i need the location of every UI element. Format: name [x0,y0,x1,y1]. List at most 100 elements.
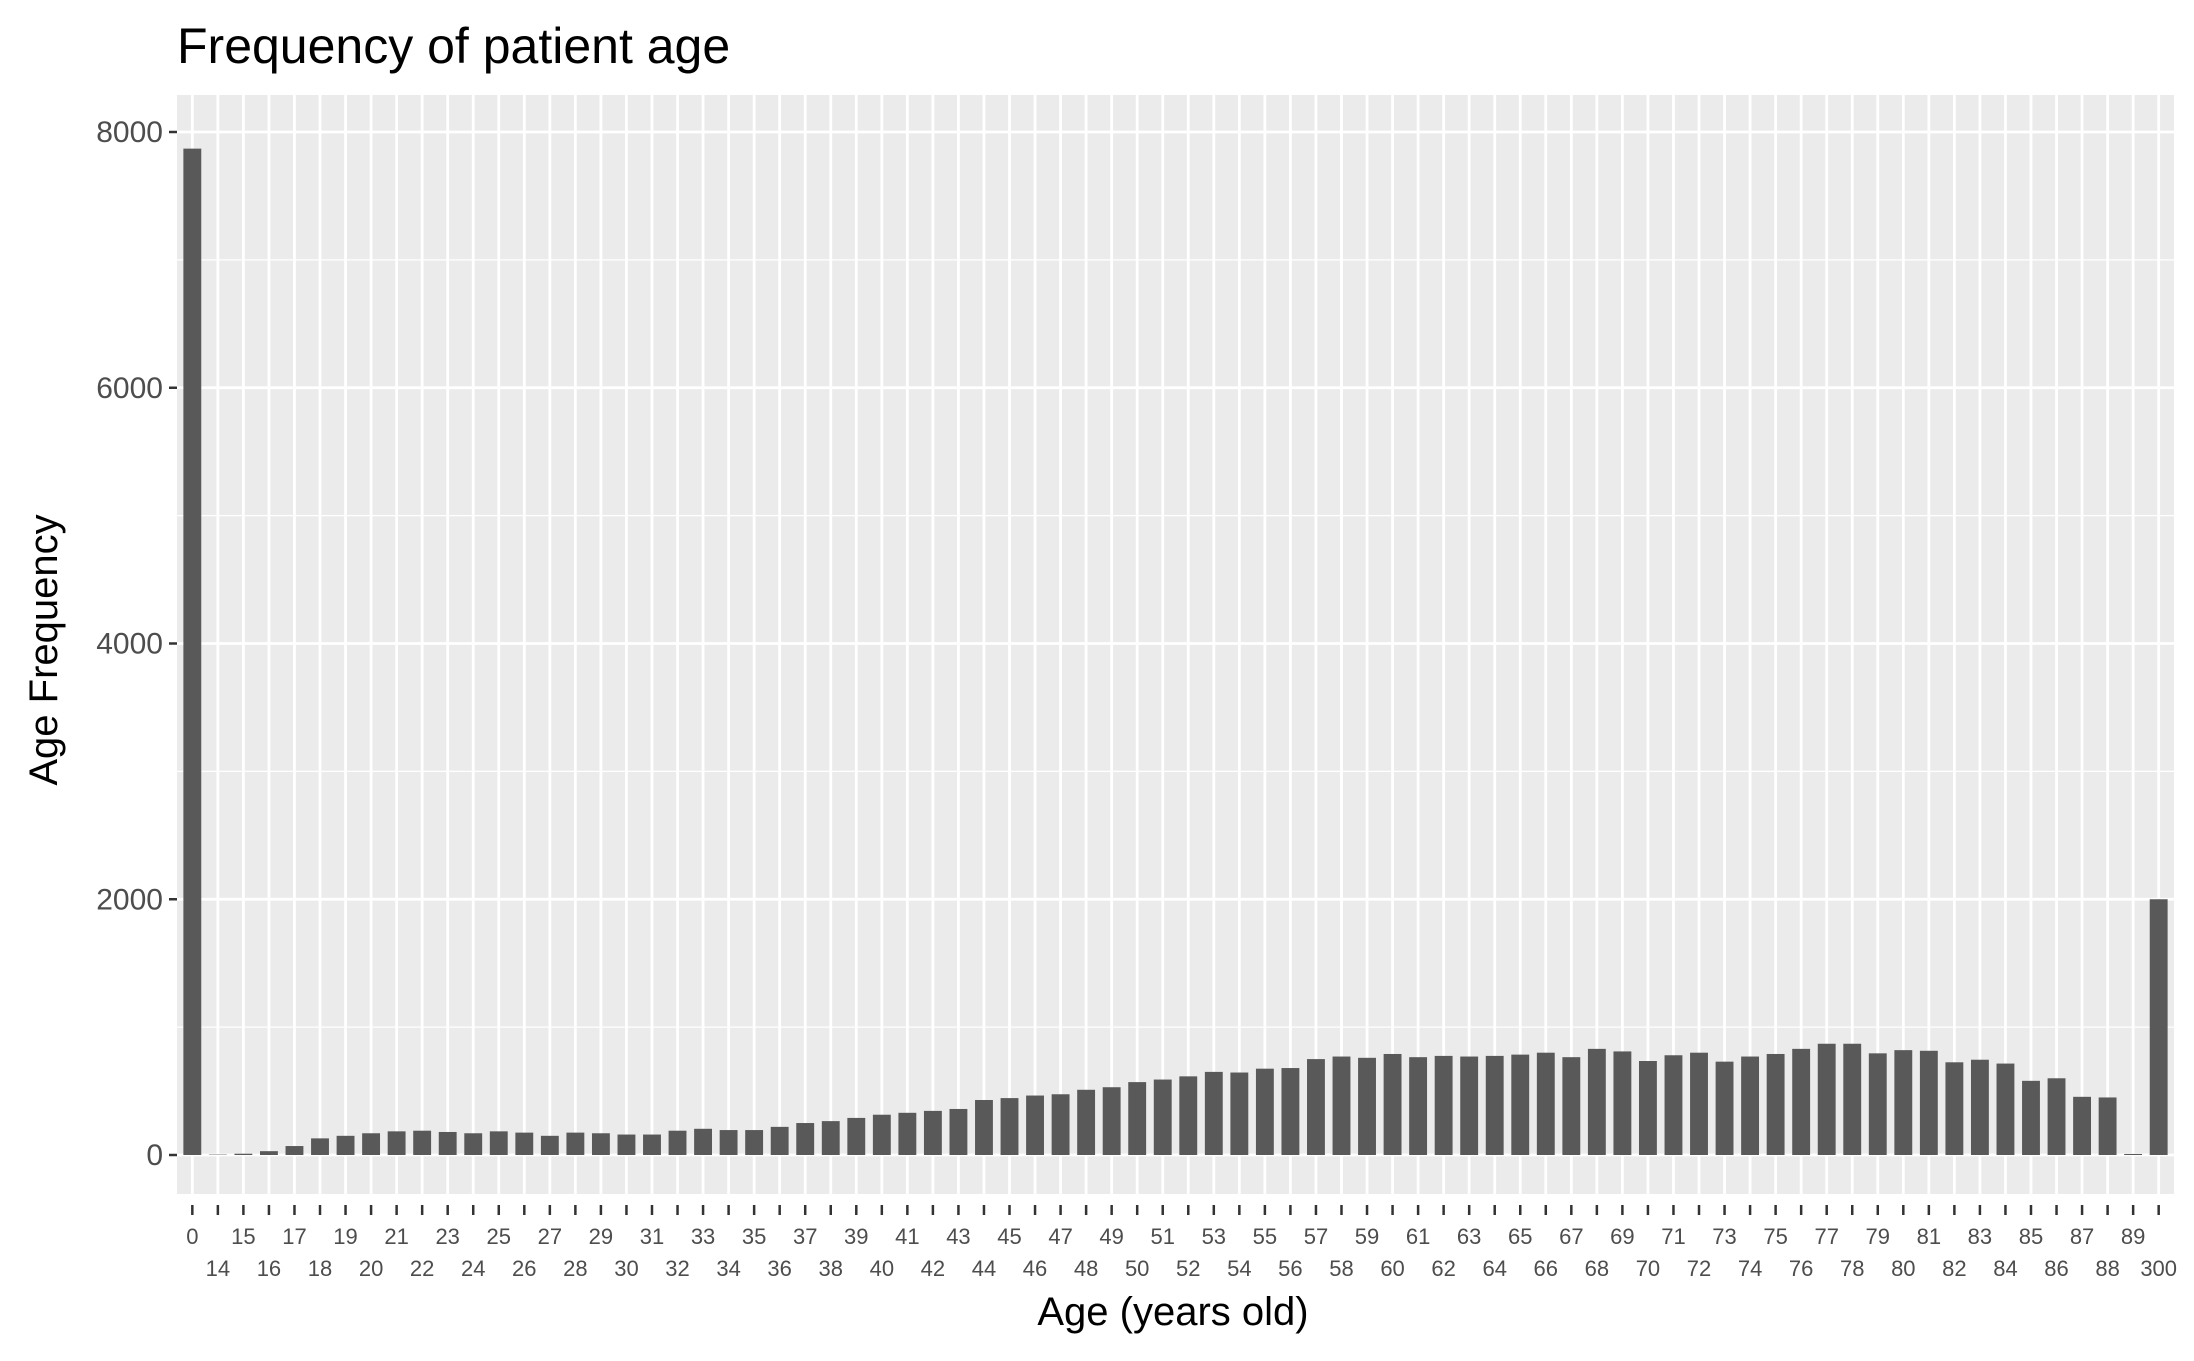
x-tick-label: 26 [512,1256,536,1281]
bar-61 [1409,1057,1427,1155]
x-tick-label: 68 [1585,1256,1609,1281]
x-tick-label: 24 [461,1256,485,1281]
x-tick-label: 21 [384,1224,408,1249]
x-tick-label: 72 [1687,1256,1711,1281]
x-tick-label: 23 [435,1224,459,1249]
bar-83 [1971,1060,1989,1155]
x-tick-label: 87 [2070,1224,2094,1249]
x-tick-label: 69 [1610,1224,1634,1249]
bar-23 [439,1132,457,1155]
bar-48 [1077,1090,1095,1155]
x-tick-label: 70 [1636,1256,1660,1281]
bar-51 [1154,1080,1172,1155]
x-tick-label: 76 [1789,1256,1813,1281]
bar-53 [1205,1072,1223,1155]
bar-65 [1511,1055,1529,1155]
bar-15 [234,1154,252,1155]
x-tick-label: 42 [921,1256,945,1281]
bar-44 [975,1100,993,1155]
bar-18 [311,1138,329,1155]
x-tick-label: 18 [308,1256,332,1281]
bar-24 [464,1133,482,1155]
x-tick-label: 65 [1508,1224,1532,1249]
x-tick-label: 58 [1329,1256,1353,1281]
x-tick-label: 79 [1866,1224,1890,1249]
bar-67 [1562,1057,1580,1155]
x-tick-label: 84 [1993,1256,2017,1281]
x-tick-label: 54 [1227,1256,1251,1281]
x-tick-label: 14 [206,1256,230,1281]
x-tick-label: 51 [1150,1224,1174,1249]
x-tick-label: 33 [691,1224,715,1249]
x-tick-label: 61 [1406,1224,1430,1249]
x-tick-label: 39 [844,1224,868,1249]
chart-title: Frequency of patient age [177,18,730,74]
bar-76 [1792,1049,1810,1155]
x-tick-label: 36 [767,1256,791,1281]
x-tick-label: 62 [1431,1256,1455,1281]
x-tick-label: 81 [1917,1224,1941,1249]
bar-79 [1869,1053,1887,1155]
x-tick-label: 34 [716,1256,740,1281]
x-tick-label: 35 [742,1224,766,1249]
bar-49 [1103,1087,1121,1155]
bar-45 [1001,1098,1019,1155]
bar-66 [1537,1053,1555,1155]
x-tick-label: 71 [1661,1224,1685,1249]
x-tick-label: 82 [1942,1256,1966,1281]
x-tick-label: 29 [589,1224,613,1249]
bar-55 [1256,1069,1274,1155]
x-tick-label: 64 [1482,1256,1506,1281]
bar-71 [1665,1055,1683,1155]
bar-85 [2022,1081,2040,1155]
bar-59 [1358,1058,1376,1155]
x-tick-label: 40 [870,1256,894,1281]
bar-28 [566,1133,584,1155]
bar-86 [2048,1078,2066,1155]
y-tick-label: 6000 [96,372,163,405]
x-tick-label: 300 [2140,1256,2177,1281]
x-tick-label: 56 [1278,1256,1302,1281]
x-tick-label: 66 [1534,1256,1558,1281]
bar-17 [286,1146,304,1155]
bar-40 [873,1115,891,1155]
x-tick-label: 16 [257,1256,281,1281]
x-tick-label: 27 [538,1224,562,1249]
bar-81 [1920,1051,1938,1155]
y-tick-label: 4000 [96,628,163,661]
x-tick-label: 78 [1840,1256,1864,1281]
x-tick-label: 38 [819,1256,843,1281]
bar-39 [847,1118,865,1155]
x-tick-label: 28 [563,1256,587,1281]
x-axis: 0141516171819202122232425262728293031323… [186,1205,2177,1281]
y-tick-label: 2000 [96,883,163,916]
bar-58 [1333,1057,1351,1155]
bar-16 [260,1151,278,1155]
x-tick-label: 55 [1253,1224,1277,1249]
x-tick-label: 89 [2121,1224,2145,1249]
x-tick-label: 43 [946,1224,970,1249]
x-tick-label: 63 [1457,1224,1481,1249]
bar-300 [2150,899,2168,1155]
bar-73 [1716,1062,1734,1155]
x-tick-label: 37 [793,1224,817,1249]
bar-75 [1767,1054,1785,1155]
x-tick-label: 77 [1814,1224,1838,1249]
bar-38 [822,1121,840,1155]
bar-22 [413,1131,431,1155]
x-tick-label: 31 [640,1224,664,1249]
bar-27 [541,1136,559,1155]
x-tick-label: 60 [1380,1256,1404,1281]
x-tick-label: 49 [1099,1224,1123,1249]
bar-72 [1690,1053,1708,1155]
x-axis-title: Age (years old) [1037,1290,1308,1334]
bar-34 [720,1130,738,1155]
bar-36 [771,1127,789,1155]
y-axis-title: Age Frequency [22,514,66,785]
bar-52 [1179,1076,1197,1155]
x-tick-label: 0 [186,1224,198,1249]
bar-89 [2124,1154,2142,1155]
